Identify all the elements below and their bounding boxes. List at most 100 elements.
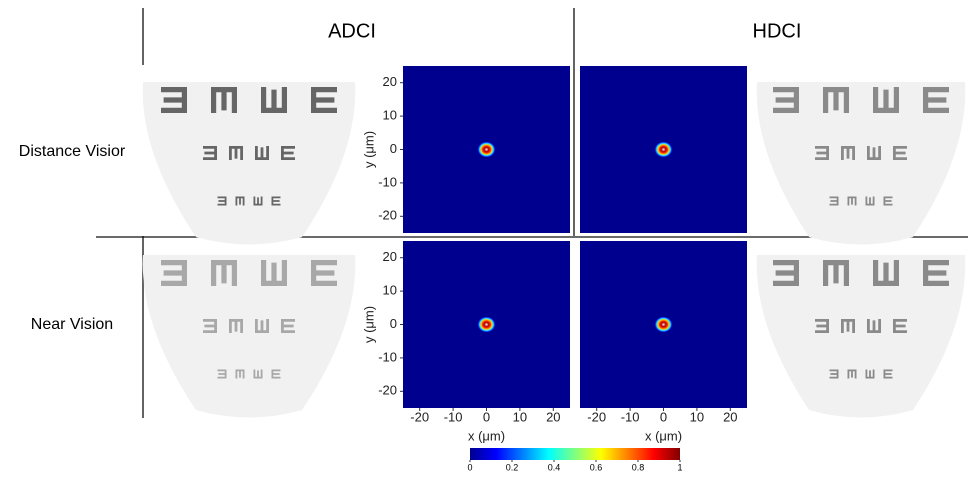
letter-e xyxy=(281,146,295,160)
letter-e xyxy=(815,146,829,160)
optotype xyxy=(253,369,263,379)
optotype xyxy=(261,260,287,286)
letter-e xyxy=(255,146,269,160)
colorbar-tick-label: 0.4 xyxy=(548,462,561,472)
chart-background xyxy=(756,82,966,245)
letter-e xyxy=(867,319,881,333)
optotype xyxy=(829,369,839,379)
x-tick-label: -10 xyxy=(621,409,640,424)
optotype xyxy=(867,146,881,160)
letter-e xyxy=(311,87,337,113)
optotype xyxy=(261,87,287,113)
letter-e xyxy=(873,87,899,113)
optotype xyxy=(873,260,899,286)
optotype xyxy=(161,87,187,113)
chart-background xyxy=(142,82,356,245)
letter-e xyxy=(893,146,907,160)
eye-charts xyxy=(142,82,966,418)
letter-e xyxy=(923,260,949,286)
optotype xyxy=(823,87,849,113)
optotype xyxy=(161,260,187,286)
letter-e xyxy=(217,196,227,206)
y-tick-label: 20 xyxy=(383,74,397,89)
psf-spot xyxy=(654,316,673,333)
psf-spot xyxy=(477,316,496,333)
optotype xyxy=(281,319,295,333)
x-tick-label: 0 xyxy=(660,409,667,424)
letter-e xyxy=(253,369,263,379)
optotype xyxy=(311,260,337,286)
optotype xyxy=(883,369,893,379)
y-tick-label: 10 xyxy=(383,108,397,123)
optotype xyxy=(823,260,849,286)
optotype xyxy=(893,146,907,160)
letter-e xyxy=(229,146,243,160)
letter-e xyxy=(253,196,263,206)
psf-plots: 20 10 0 -10 -20 y (μm) 20 10 0 -10 -20 y (μm) -20 -10… xyxy=(361,66,747,443)
colorbar xyxy=(470,448,680,460)
chart-background xyxy=(756,255,966,418)
optotype xyxy=(867,319,881,333)
letter-e xyxy=(235,369,245,379)
optotype xyxy=(235,196,245,206)
x-tick-label: 20 xyxy=(546,409,560,424)
letter-e xyxy=(271,369,281,379)
optotype xyxy=(203,146,217,160)
colorbar-tick-label: 0.8 xyxy=(632,462,645,472)
letter-e xyxy=(829,369,839,379)
colorbar-tick-label: 0.6 xyxy=(590,462,603,472)
y-tick-label: -10 xyxy=(378,174,397,189)
letter-e xyxy=(883,369,893,379)
optotype xyxy=(255,146,269,160)
optotype xyxy=(203,319,217,333)
optotype xyxy=(271,196,281,206)
letter-e xyxy=(255,319,269,333)
optotype xyxy=(815,319,829,333)
row-label: Distance Visior xyxy=(19,143,126,160)
letter-e xyxy=(161,260,187,286)
x-tick-label: 20 xyxy=(723,409,737,424)
letter-e xyxy=(823,260,849,286)
optotype xyxy=(229,319,243,333)
optotype xyxy=(923,260,949,286)
letter-e xyxy=(883,196,893,206)
colorbar-tick-label: 0 xyxy=(467,462,472,472)
letter-e xyxy=(841,319,855,333)
letter-e xyxy=(773,260,799,286)
letter-e xyxy=(211,260,237,286)
letter-e xyxy=(841,146,855,160)
x-axis-label: x (μm) xyxy=(645,428,682,443)
y-axis-label: y (μm) xyxy=(361,306,376,343)
letter-e xyxy=(867,146,881,160)
x-tick-label: -20 xyxy=(587,409,606,424)
optotype xyxy=(773,260,799,286)
x-tick-label: -20 xyxy=(410,409,429,424)
letter-e xyxy=(311,260,337,286)
optotype xyxy=(255,319,269,333)
y-tick-label: 0 xyxy=(390,141,397,156)
optotype xyxy=(841,319,855,333)
x-axis-label: x (μm) xyxy=(468,428,505,443)
eye-chart xyxy=(756,255,966,418)
letter-e xyxy=(865,369,875,379)
optotype xyxy=(841,146,855,160)
letter-e xyxy=(261,260,287,286)
letter-e xyxy=(271,196,281,206)
eye-chart xyxy=(142,255,356,418)
optotype xyxy=(217,196,227,206)
letter-e xyxy=(203,146,217,160)
x-tick-label: -10 xyxy=(444,409,463,424)
psf-spot xyxy=(654,141,673,158)
optotype xyxy=(847,369,857,379)
colorbar-tick-label: 1 xyxy=(677,462,682,472)
x-tick-label: 0 xyxy=(483,409,490,424)
letter-e xyxy=(229,319,243,333)
optotype xyxy=(865,369,875,379)
optotype xyxy=(883,196,893,206)
colorbar-tick-label: 0.2 xyxy=(506,462,519,472)
y-tick-label: -10 xyxy=(378,349,397,364)
letter-e xyxy=(815,319,829,333)
optotype xyxy=(211,260,237,286)
optotype xyxy=(893,319,907,333)
